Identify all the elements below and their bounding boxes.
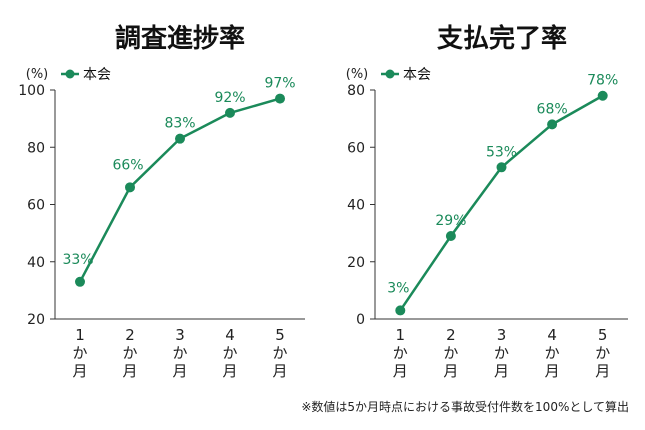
chart1-x-tick-label: 1 (75, 326, 85, 344)
chart1-legend-label: 本会 (83, 67, 111, 83)
chart2-x-tick-label: か (494, 344, 509, 362)
chart2-x-tick-label: 5 (598, 326, 608, 344)
chart2-legend-label: 本会 (403, 67, 431, 83)
chart2-x-tick-label: か (595, 344, 610, 362)
chart2-data-point (496, 162, 507, 173)
chart1-y-tick-label: 100 (18, 83, 45, 99)
chart2-data-label: 29% (435, 213, 466, 229)
chart1-data-label: 83% (164, 116, 195, 132)
chart1-x-tick-label: か (272, 344, 287, 362)
chart1-x-tick-label: 3 (175, 326, 185, 344)
chart2-x-tick-label: 月 (545, 362, 560, 380)
chart1-x-tick-label: か (72, 344, 87, 362)
chart2-x-tick-label: か (393, 344, 408, 362)
chart1-data-label: 33% (62, 252, 93, 268)
chart2-y-tick-label: 20 (347, 255, 365, 271)
chart2-data-label: 3% (387, 280, 409, 296)
chart2-data-point (395, 305, 406, 316)
chart1-data-label: 92% (214, 90, 245, 106)
chart2-legend-marker (385, 69, 395, 79)
chart1-y-tick-label: 80 (27, 140, 45, 156)
chart2-data-label: 53% (486, 144, 517, 160)
chart2-data-point (597, 90, 608, 101)
chart1-data-point (75, 276, 85, 287)
chart1-x-tick-label: 2 (125, 326, 135, 344)
chart1-x-tick-label: か (172, 344, 187, 362)
chart1-x-tick-label: 月 (222, 362, 237, 380)
chart1-x-tick-label: 月 (172, 362, 187, 380)
chart1-y-tick-label: 60 (27, 198, 45, 214)
chart2-x-tick-label: 1 (396, 326, 406, 344)
chart1-unit-label: (%) (26, 67, 49, 82)
footnote: ※数値は5か月時点における事故受付件数を100%として算出 (301, 400, 629, 414)
chart2-y-tick-label: 60 (347, 140, 365, 156)
chart2-y-tick-label: 80 (347, 83, 365, 99)
chart2-data-point (445, 230, 456, 241)
chart2-x-tick-label: 月 (393, 362, 408, 380)
chart1-x-tick-label: 5 (275, 326, 285, 344)
chart1-x-tick-label: 4 (225, 326, 235, 344)
chart1-x-tick-label: か (222, 344, 237, 362)
chart2-x-tick-label: 月 (443, 362, 458, 380)
chart1-legend-marker (65, 69, 75, 79)
chart1-y-tick-label: 20 (27, 312, 45, 328)
chart1-x-tick-label: 月 (272, 362, 287, 380)
chart1-title: 調査進捗率 (115, 23, 245, 54)
chart2-x-tick-label: 2 (446, 326, 456, 344)
chart2-series-line (399, 94, 604, 312)
chart2-x-tick-label: か (443, 344, 458, 362)
chart2-x-tick-label: 月 (595, 362, 610, 380)
chart2-x-tick-label: か (545, 344, 560, 362)
chart1-data-point (225, 107, 235, 118)
chart2-data-label: 78% (587, 73, 618, 89)
chart2-data-label: 68% (537, 101, 568, 117)
chart2-x-tick-label: 3 (497, 326, 507, 344)
chart1-x-tick-label: か (122, 344, 137, 362)
chart1-data-label: 66% (112, 157, 143, 173)
chart1-data-point (175, 133, 185, 144)
chart2-x-tick-label: 月 (494, 362, 509, 380)
chart1-data-point (275, 93, 285, 104)
chart2-y-tick-label: 40 (347, 198, 365, 214)
chart2-unit-label: (%) (346, 67, 369, 82)
chart2-y-tick-label: 0 (356, 312, 365, 328)
chart2-title: 支払完了率 (437, 23, 567, 54)
chart2-data-point (547, 119, 558, 130)
chart1-y-tick-label: 40 (27, 255, 45, 271)
chart1-data-point (125, 182, 135, 193)
chart1-data-label: 97% (264, 76, 295, 92)
chart1-x-tick-label: 月 (122, 362, 137, 380)
chart1-x-tick-label: 月 (72, 362, 87, 380)
chart2-x-tick-label: 4 (547, 326, 557, 344)
